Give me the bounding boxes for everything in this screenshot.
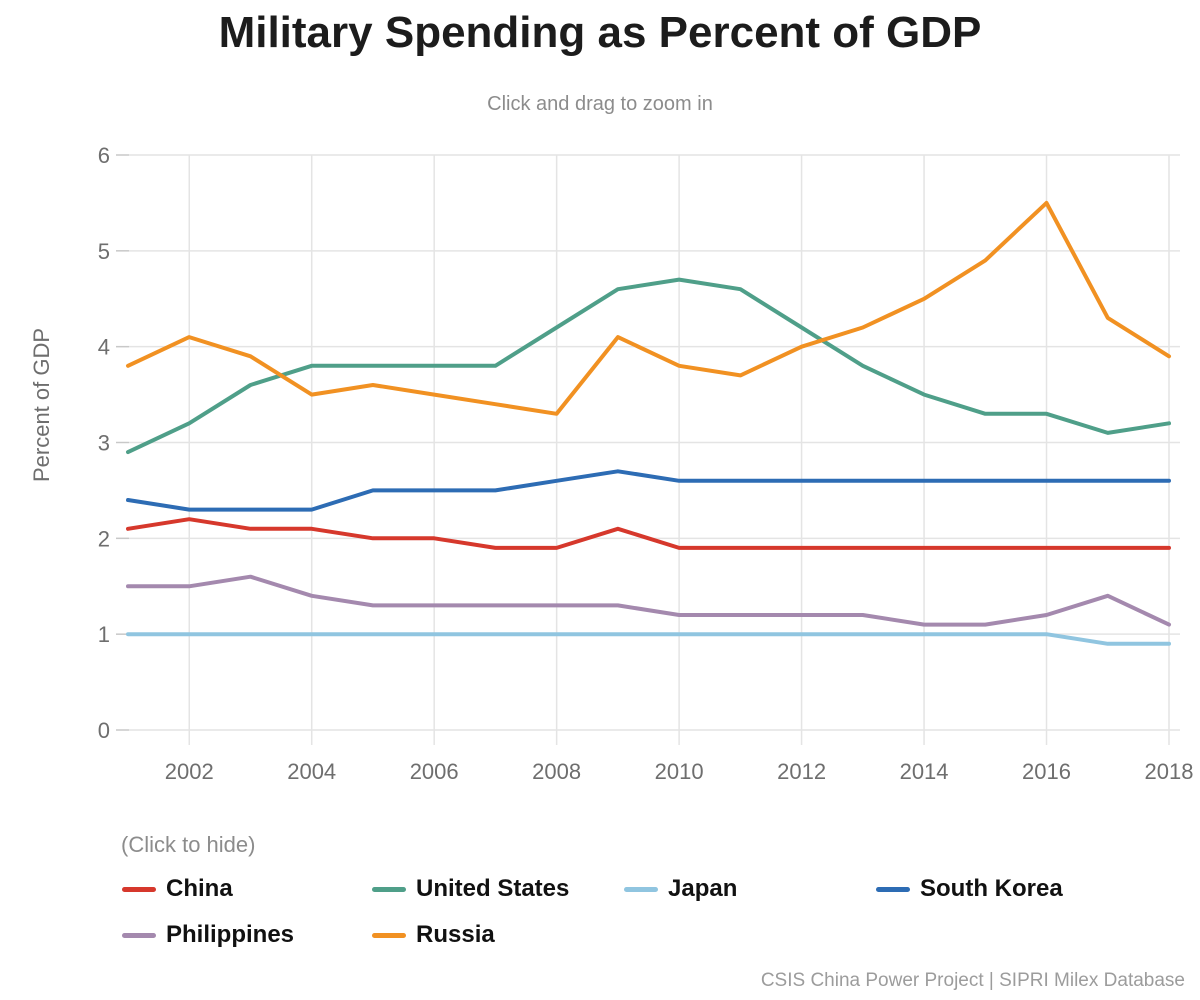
- y-axis-tick-label: 4: [98, 335, 110, 360]
- y-axis-tick-label: 1: [98, 622, 110, 647]
- legend-item-russia[interactable]: Russia: [372, 921, 495, 948]
- legend-label-united-states: United States: [416, 875, 570, 902]
- legend-label-china: China: [166, 875, 233, 902]
- y-axis-tick-label: 5: [98, 239, 110, 264]
- series-line-china: [126, 517, 1171, 550]
- y-axis-tick-label: 3: [98, 431, 110, 456]
- legend-item-china[interactable]: China: [122, 875, 233, 902]
- y-axis-tick-label: 0: [98, 718, 110, 743]
- x-axis-tick-label: 2008: [532, 759, 581, 784]
- legend-swatch-philippines: [122, 932, 156, 938]
- legend-swatch-south-korea: [876, 886, 910, 892]
- legend-label-philippines: Philippines: [166, 921, 295, 948]
- series-line-philippines: [126, 574, 1171, 627]
- legend-swatch-china: [122, 886, 156, 892]
- series-line-russia: [126, 200, 1171, 416]
- y-axis-title: Percent of GDP: [29, 328, 54, 482]
- legend-item-philippines[interactable]: Philippines: [122, 921, 295, 948]
- legend-swatch-united-states: [372, 886, 406, 892]
- gridlines-group: [116, 154, 1180, 745]
- legend-label-south-korea: South Korea: [920, 875, 1063, 902]
- legend-label-russia: Russia: [416, 921, 495, 948]
- legend-item-south-korea[interactable]: South Korea: [876, 875, 1063, 902]
- series-group: [126, 200, 1171, 646]
- line-chart[interactable]: 0 1 2 3 4 5 6 2002 2004 2006 2008 2010 2012 2014 2016 2…: [0, 0, 1200, 810]
- legend-label-japan: Japan: [668, 875, 738, 902]
- series-line-japan: [126, 632, 1171, 646]
- x-axis-tick-label: 2016: [1022, 759, 1071, 784]
- x-axis-tick-label: 2002: [165, 759, 214, 784]
- axis-labels-group: 0 1 2 3 4 5 6 2002 2004 2006 2008 2010 2012 2014 2016 2…: [29, 143, 1193, 784]
- x-axis-tick-label: 2006: [410, 759, 459, 784]
- series-line-south-korea: [126, 469, 1171, 512]
- chart-subtitle: Click and drag to zoom in: [487, 93, 713, 115]
- x-axis-tick-label: 2004: [287, 759, 336, 784]
- series-line-united-states: [126, 277, 1171, 455]
- legend-hint: (Click to hide): [121, 832, 256, 857]
- legend-item-japan[interactable]: Japan: [624, 875, 738, 902]
- legend-swatch-russia: [372, 932, 406, 938]
- page-title: Military Spending as Percent of GDP: [218, 8, 982, 57]
- x-axis-tick-label: 2010: [655, 759, 704, 784]
- y-axis-tick-label: 2: [98, 526, 110, 551]
- x-axis-tick-label: 2012: [777, 759, 826, 784]
- legend-swatch-japan: [624, 886, 658, 892]
- y-axis-tick-label: 6: [98, 143, 110, 168]
- x-axis-tick-label: 2014: [900, 759, 949, 784]
- x-axis-tick-label: 2018: [1145, 759, 1194, 784]
- source-credit: CSIS China Power Project | SIPRI Milex D…: [760, 970, 1185, 991]
- legend-item-united-states[interactable]: United States: [372, 875, 570, 902]
